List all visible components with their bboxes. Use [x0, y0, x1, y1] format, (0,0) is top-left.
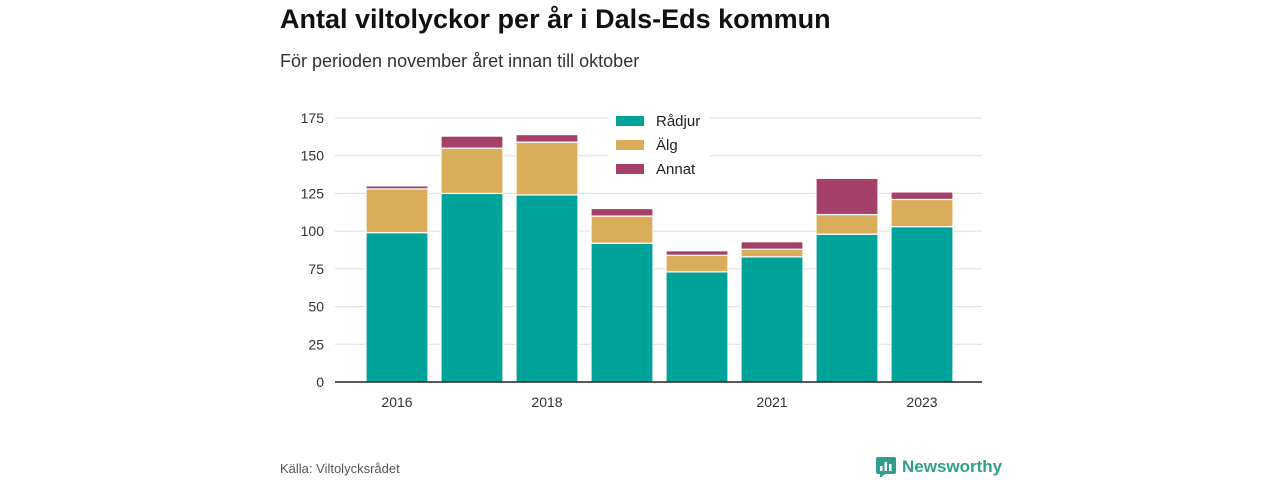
newsworthy-logo-icon — [876, 457, 896, 477]
y-tick-label: 0 — [316, 374, 324, 390]
legend-label: Annat — [656, 161, 696, 178]
bar-segment — [365, 185, 429, 190]
y-tick-label: 175 — [301, 110, 325, 126]
x-tick-label: 2023 — [906, 394, 937, 410]
bar-segment — [815, 233, 879, 383]
bar-segment — [440, 135, 504, 149]
bar-segment — [515, 133, 579, 143]
legend-label: Älg — [656, 137, 678, 154]
bar-segment — [515, 194, 579, 383]
bar-segment — [740, 241, 804, 250]
bar-segment — [890, 191, 954, 201]
y-tick-label: 100 — [301, 223, 325, 239]
bar-segment — [740, 248, 804, 258]
bar-segment — [440, 192, 504, 383]
brand-name: Newsworthy — [902, 457, 1003, 476]
y-tick-label: 25 — [308, 336, 324, 352]
bar-segment — [740, 256, 804, 383]
bar-segment — [515, 141, 579, 196]
bar-segment — [665, 271, 729, 383]
source-note: Källa: Viltolycksrådet — [280, 461, 400, 476]
y-tick-label: 50 — [308, 299, 324, 315]
bar-segment — [365, 188, 429, 234]
bar-segment — [440, 147, 504, 195]
bar-segment — [890, 226, 954, 383]
bar-segment — [665, 250, 729, 256]
brand-logo[interactable]: Newsworthy — [876, 455, 1002, 479]
bar-segment — [815, 213, 879, 235]
x-tick-label: 2021 — [756, 394, 787, 410]
y-tick-label: 150 — [301, 148, 325, 164]
bar-segment — [890, 198, 954, 228]
legend-swatch — [616, 116, 644, 126]
legend-label: Rådjur — [656, 113, 700, 130]
legend-swatch — [616, 140, 644, 150]
legend-swatch — [616, 164, 644, 174]
y-tick-label: 125 — [301, 185, 325, 201]
bar-segment — [815, 177, 879, 216]
bar-segment — [365, 232, 429, 383]
bar-segment — [665, 254, 729, 273]
bar-segment — [590, 207, 654, 217]
chart-subtitle: För perioden november året innan till ok… — [280, 51, 640, 71]
y-tick-label: 75 — [308, 261, 324, 277]
x-tick-label: 2016 — [381, 394, 412, 410]
bar-segment — [590, 215, 654, 244]
chart-title: Antal viltolyckor per år i Dals-Eds komm… — [280, 4, 831, 34]
bar-segment — [590, 242, 654, 383]
x-tick-label: 2018 — [531, 394, 562, 410]
